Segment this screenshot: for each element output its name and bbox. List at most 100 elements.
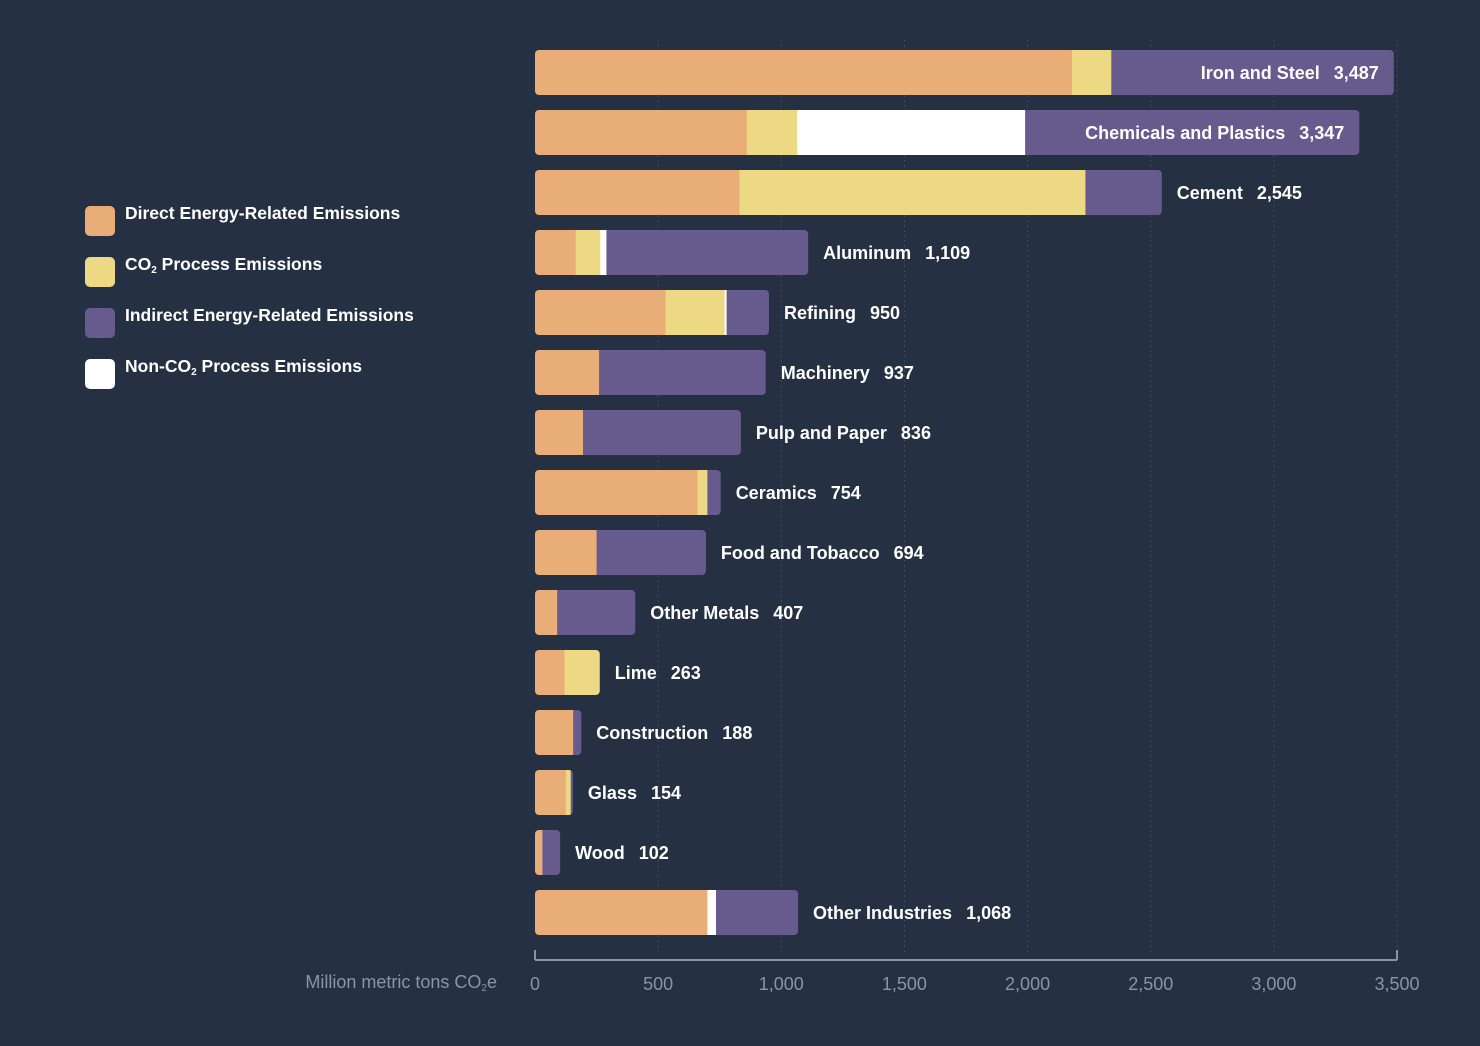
bar-category-label: Chemicals and Plastics [1085, 123, 1285, 143]
bar-segment-direct [535, 350, 600, 395]
legend-item-co2-process: CO2 Process Emissions [85, 251, 415, 287]
bar-label: Lime 263 [615, 663, 701, 683]
bar-row: Glass 154 [535, 770, 681, 815]
bar-segment-indirect [1111, 50, 1394, 95]
bar-segment-direct [535, 470, 699, 515]
bar-row: Food and Tobacco 694 [535, 530, 924, 575]
bar-category-label: Construction [596, 723, 708, 743]
bar-label: Food and Tobacco 694 [721, 543, 924, 563]
bar-segment-co2proc [697, 470, 708, 515]
bar-segment-co2proc [564, 650, 600, 695]
legend-label-direct: Direct Energy-Related Emissions [125, 203, 401, 223]
bar-category-label: Machinery [781, 363, 870, 383]
bar-segment-nonco2 [707, 890, 717, 935]
bar-row: Other Metals 407 [535, 590, 803, 635]
bar-segment-direct [535, 290, 667, 335]
bar-label: Cement 2,545 [1177, 183, 1302, 203]
bar-segment-indirect [599, 350, 766, 395]
bar-row: Other Industries 1,068 [535, 890, 1011, 935]
bar-label: Aluminum 1,109 [823, 243, 970, 263]
bar-row: Construction 188 [535, 710, 752, 755]
bar-segment-indirect [1025, 110, 1360, 155]
bar-category-label: Other Industries [813, 903, 952, 923]
bar-row: Ceramics 754 [535, 470, 861, 515]
bar-value-label: 1,109 [925, 243, 970, 263]
bar-label: Other Metals 407 [650, 603, 803, 623]
bar-category-label: Other Metals [650, 603, 759, 623]
bar-category-label: Food and Tobacco [721, 543, 880, 563]
bar-label: Chemicals and Plastics 3,347 [1085, 123, 1344, 143]
legend-swatch-co2-process [85, 257, 115, 287]
x-axis: 0 500 1,000 1,500 2,000 2,500 3,000 3,500 [530, 950, 1420, 994]
bar-label: Pulp and Paper 836 [756, 423, 931, 443]
bar-category-label: Refining [784, 303, 856, 323]
bar-label: Construction 188 [596, 723, 752, 743]
x-tick-label: 1,000 [759, 974, 804, 994]
bar-label: Refining 950 [784, 303, 900, 323]
bar-segment-direct [535, 230, 577, 275]
legend-label-co2-process: CO2 Process Emissions [125, 254, 323, 276]
bar-segment-direct [535, 770, 567, 815]
bar-label: Glass 154 [588, 783, 681, 803]
bar-value-label: 937 [884, 363, 914, 383]
x-tick-label: 500 [643, 974, 673, 994]
bar-value-label: 407 [773, 603, 803, 623]
bar-label: Other Industries 1,068 [813, 903, 1011, 923]
bar-row: Pulp and Paper 836 [535, 410, 931, 455]
bar-segment-direct [535, 710, 574, 755]
bar-value-label: 154 [651, 783, 681, 803]
bar-segment-indirect [583, 410, 741, 455]
bar-value-label: 754 [831, 483, 861, 503]
bar-category-label: Ceramics [736, 483, 817, 503]
bar-value-label: 950 [870, 303, 900, 323]
bar-segment-indirect [573, 710, 582, 755]
bar-segment-co2proc [739, 170, 1086, 215]
bar-segment-direct [535, 830, 543, 875]
bar-category-label: Aluminum [823, 243, 911, 263]
bar-segment-indirect [557, 590, 636, 635]
bar-value-label: 3,487 [1334, 63, 1379, 83]
x-tick-label: 1,500 [882, 974, 927, 994]
bar-segment-co2proc [1071, 50, 1112, 95]
bar-label: Machinery 937 [781, 363, 914, 383]
bar-value-label: 188 [722, 723, 752, 743]
bar-row: Lime 263 [535, 650, 701, 695]
bar-label: Wood 102 [575, 843, 669, 863]
legend-label-non-co2-process: Non-CO2 Process Emissions [125, 356, 363, 378]
bar-segment-indirect [716, 890, 799, 935]
bar-segment-nonco2 [600, 230, 607, 275]
legend: Direct Energy-Related Emissions CO2 Proc… [85, 200, 415, 404]
bar-segment-direct [535, 530, 598, 575]
x-tick-label: 2,500 [1128, 974, 1173, 994]
x-tick-label: 0 [530, 974, 540, 994]
bar-row: Machinery 937 [535, 350, 914, 395]
legend-item-direct: Direct Energy-Related Emissions [85, 200, 415, 236]
bar-row: Refining 950 [535, 290, 900, 335]
bar-row: Cement 2,545 [535, 170, 1302, 215]
bar-segment-co2proc [746, 110, 798, 155]
bar-segment-co2proc [565, 770, 572, 815]
bar-segment-indirect [542, 830, 561, 875]
bar-segment-nonco2 [724, 290, 728, 335]
bar-segment-direct [535, 590, 558, 635]
bar-segment-direct [535, 110, 748, 155]
bar-category-label: Iron and Steel [1201, 63, 1320, 83]
x-axis-title: Million metric tons CO2e [305, 972, 497, 994]
bar-label: Ceramics 754 [736, 483, 861, 503]
bar-value-label: 836 [901, 423, 931, 443]
legend-swatch-indirect [85, 308, 115, 338]
x-tick-label: 3,000 [1251, 974, 1296, 994]
x-tick-label: 2,000 [1005, 974, 1050, 994]
bar-segment-direct [535, 890, 708, 935]
legend-swatch-non-co2-process [85, 359, 115, 389]
legend-label-indirect: Indirect Energy-Related Emissions [125, 305, 414, 325]
bar-category-label: Pulp and Paper [756, 423, 887, 443]
bar-segment-co2proc [665, 290, 726, 335]
legend-item-indirect: Indirect Energy-Related Emissions [85, 302, 415, 338]
bar-segment-direct [535, 170, 740, 215]
bar-segment-indirect [1085, 170, 1162, 215]
bar-segment-indirect [596, 530, 706, 575]
bar-segment-indirect [707, 470, 721, 515]
legend-item-non-co2-process: Non-CO2 Process Emissions [85, 353, 415, 389]
